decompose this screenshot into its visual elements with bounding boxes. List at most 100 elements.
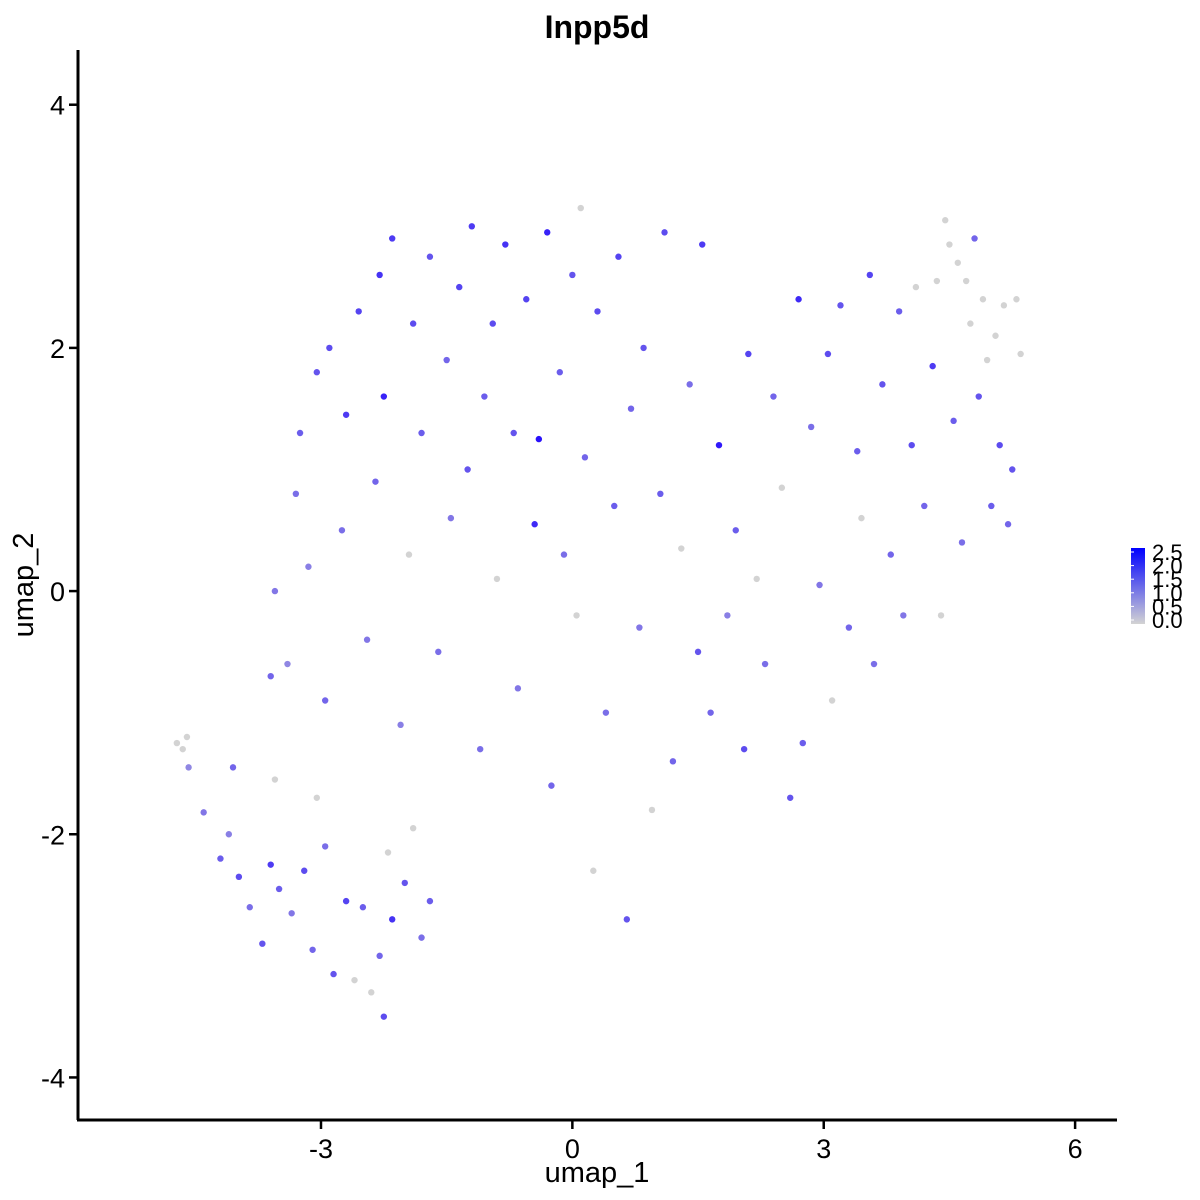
data-point: [225, 831, 233, 838]
data-point: [342, 897, 350, 905]
data-point: [694, 648, 702, 656]
data-point: [854, 448, 861, 455]
data-point: [313, 369, 321, 376]
data-point: [975, 393, 982, 400]
data-point: [389, 235, 396, 242]
data-point: [292, 490, 300, 498]
data-point: [502, 241, 509, 248]
data-point: [363, 636, 371, 643]
data-point: [699, 241, 706, 248]
data-point: [879, 381, 886, 388]
data-point: [870, 660, 878, 668]
data-point: [200, 809, 207, 816]
data-point: [661, 229, 668, 236]
data-point: [259, 940, 266, 947]
data-point: [942, 217, 949, 224]
data-point: [301, 867, 308, 874]
data-point: [770, 393, 777, 400]
data-point: [493, 575, 501, 583]
data-point: [380, 1013, 388, 1020]
data-point: [787, 794, 794, 801]
data-point: [573, 612, 580, 619]
color-legend: 2.52.01.51.00.50.0: [1131, 540, 1183, 633]
data-point: [900, 612, 907, 619]
data-point: [267, 861, 274, 868]
data-point: [895, 308, 903, 315]
data-point: [740, 745, 748, 753]
data-point: [615, 253, 622, 260]
data-point: [988, 502, 995, 510]
data-point: [418, 934, 425, 941]
data-point: [464, 466, 471, 473]
data-point: [1004, 521, 1012, 528]
data-point: [807, 423, 815, 431]
data-point: [954, 259, 961, 266]
data-point: [556, 369, 563, 376]
data-point: [912, 283, 920, 291]
data-point: [397, 721, 404, 729]
data-point: [971, 235, 978, 242]
data-point: [887, 551, 894, 558]
data-point: [1013, 296, 1020, 303]
data-point: [950, 417, 957, 425]
data-point: [330, 970, 337, 978]
data-point: [179, 745, 186, 753]
data-point: [384, 849, 392, 856]
data-point: [657, 490, 664, 498]
data-point: [275, 885, 283, 893]
data-point: [389, 916, 396, 923]
data-point: [627, 405, 635, 412]
data-point: [523, 296, 530, 303]
data-point: [548, 782, 555, 789]
data-point: [447, 514, 455, 522]
data-point: [443, 356, 450, 364]
data-point: [1000, 302, 1008, 309]
data-point: [372, 478, 379, 485]
data-point: [967, 320, 974, 327]
legend-tick-label: 2.0: [1152, 554, 1183, 579]
data-point: [937, 612, 945, 619]
data-point: [185, 764, 192, 771]
data-point: [753, 575, 760, 583]
data-point: [908, 441, 915, 449]
data-point: [992, 332, 999, 339]
x-tick-label: 6: [1068, 1134, 1083, 1164]
data-point: [636, 624, 643, 631]
data-point: [305, 563, 312, 570]
data-point: [376, 952, 383, 960]
legend-tick-label: 1.5: [1152, 567, 1183, 592]
data-point: [321, 843, 329, 850]
data-point: [409, 824, 417, 832]
data-point: [569, 271, 576, 279]
data-point: [405, 551, 413, 558]
data-point: [296, 429, 304, 437]
data-point: [795, 296, 802, 303]
data-point: [996, 441, 1003, 449]
y-tick-label: -2: [41, 820, 65, 850]
data-point: [481, 393, 488, 400]
data-point: [1009, 466, 1016, 473]
data-point: [351, 976, 358, 984]
x-tick-label: 3: [816, 1134, 831, 1164]
data-point: [535, 435, 543, 443]
data-point: [724, 612, 731, 619]
data-point: [435, 648, 442, 656]
data-point: [338, 527, 346, 534]
data-point: [623, 916, 631, 923]
data-point: [476, 745, 484, 753]
data-point: [933, 277, 941, 285]
y-tick-label: 0: [50, 577, 65, 607]
y-tick-label: 2: [50, 334, 65, 364]
data-point: [401, 879, 408, 887]
x-axis-label: umap_1: [545, 1157, 650, 1189]
data-point: [962, 277, 970, 285]
data-point: [686, 381, 693, 388]
data-point: [611, 502, 618, 510]
y-tick-label: -4: [41, 1063, 65, 1093]
data-point: [866, 271, 874, 279]
data-point: [581, 454, 589, 461]
data-point: [426, 253, 434, 260]
data-point: [979, 296, 987, 303]
data-point: [309, 946, 316, 953]
